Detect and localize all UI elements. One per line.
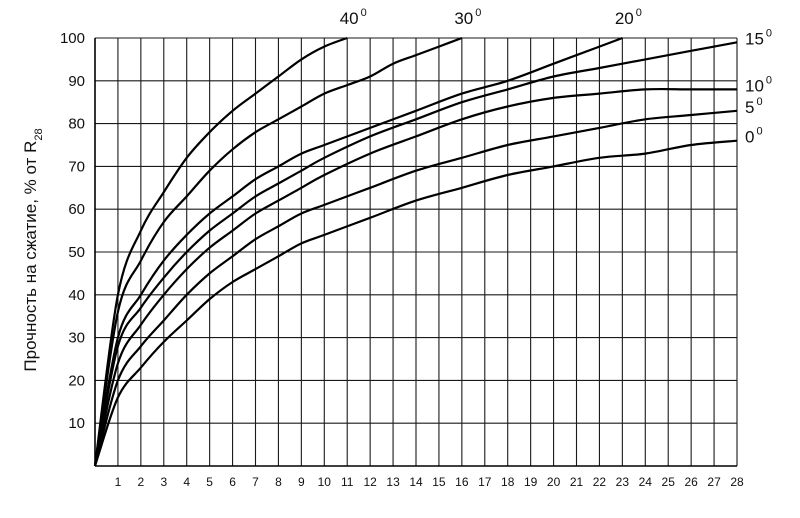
x-tick-label: 10 <box>318 475 332 489</box>
series-label-value: 15 <box>745 29 764 48</box>
chart-series <box>93 36 738 467</box>
chart-grid <box>95 37 738 466</box>
series-label-15: 15 0 <box>745 27 772 48</box>
x-tick-label: 1 <box>115 475 122 489</box>
x-tick-label: 14 <box>409 475 423 489</box>
x-tick-label: 28 <box>730 475 744 489</box>
x-tick-label: 15 <box>432 475 446 489</box>
x-tick-label: 4 <box>183 475 190 489</box>
x-tick-label: 16 <box>455 475 469 489</box>
x-tick-label: 20 <box>547 475 561 489</box>
x-tick-label: 5 <box>206 475 213 489</box>
series-label-degree: 0 <box>475 7 481 19</box>
y-axis-label-text: Прочность на сжатие, % от R <box>21 141 40 372</box>
x-tick-label: 9 <box>298 475 305 489</box>
series-label-degree: 0 <box>361 7 367 19</box>
series-label-30: 30 0 <box>454 7 481 28</box>
x-tick-label: 13 <box>386 475 400 489</box>
series-label-value: 5 <box>745 98 754 117</box>
series-line-5 <box>93 109 738 467</box>
x-tick-label: 2 <box>138 475 145 489</box>
series-label-value: 30 <box>454 9 473 28</box>
series-label-value: 20 <box>615 9 634 28</box>
y-tick-label: 60 <box>68 201 85 218</box>
x-tick-label: 6 <box>229 475 236 489</box>
y-tick-label: 30 <box>68 330 85 347</box>
series-line-10 <box>93 87 737 467</box>
x-tick-label: 22 <box>593 475 607 489</box>
x-tick-label: 26 <box>684 475 698 489</box>
x-tick-label: 7 <box>252 475 259 489</box>
y-tick-label: 40 <box>68 287 85 304</box>
x-tick-label: 23 <box>616 475 630 489</box>
series-label-degree: 0 <box>756 96 762 108</box>
x-tick-label: 21 <box>570 475 584 489</box>
series-label-degree: 0 <box>756 126 762 138</box>
x-tick-label: 12 <box>363 475 377 489</box>
y-tick-labels: 10 20 30 40 50 60 70 80 90 100 <box>60 30 85 432</box>
x-tick-label: 24 <box>639 475 653 489</box>
series-line-15 <box>93 41 738 467</box>
y-tick-label: 20 <box>68 372 85 389</box>
series-line-40 <box>93 36 348 467</box>
x-tick-label: 11 <box>341 475 354 489</box>
series-label-degree: 0 <box>636 7 642 19</box>
x-tick-label: 27 <box>707 475 721 489</box>
series-label-degree: 0 <box>766 74 772 86</box>
y-tick-label: 80 <box>68 116 85 133</box>
series-label-value: 0 <box>745 128 754 147</box>
x-tick-label: 25 <box>662 475 676 489</box>
series-label-value: 10 <box>745 76 764 95</box>
series-label-value: 40 <box>340 9 359 28</box>
y-tick-label: 50 <box>68 244 85 261</box>
series-line-30 <box>93 36 463 467</box>
series-labels: 40 0 30 0 20 015 010 05 00 0 <box>340 7 772 147</box>
series-line-20 <box>93 36 623 467</box>
series-label-40: 40 0 <box>340 7 367 28</box>
series-label-degree: 0 <box>766 27 772 39</box>
x-tick-label: 8 <box>275 475 282 489</box>
y-axis-label: Прочность на сжатие, % от R28 <box>21 128 45 371</box>
chart-axes <box>94 38 737 467</box>
series-line-0 <box>93 139 738 467</box>
y-tick-label: 90 <box>68 73 85 90</box>
x-tick-label: 3 <box>160 475 167 489</box>
x-tick-labels: 1 2 3 4 5 6 7 8 9 10 11 12 13 14 15 16 17 18 19 20 21 22 23 24 2… <box>115 475 744 489</box>
series-label-10: 10 0 <box>745 74 772 95</box>
y-axis-label-subscript: 28 <box>33 128 45 140</box>
x-tick-label: 19 <box>524 475 538 489</box>
y-tick-label: 100 <box>60 30 85 47</box>
y-tick-label: 70 <box>68 158 85 175</box>
series-label-20: 20 0 <box>615 7 642 28</box>
x-tick-label: 17 <box>478 475 492 489</box>
x-tick-label: 18 <box>501 475 515 489</box>
y-tick-label: 10 <box>68 415 85 432</box>
